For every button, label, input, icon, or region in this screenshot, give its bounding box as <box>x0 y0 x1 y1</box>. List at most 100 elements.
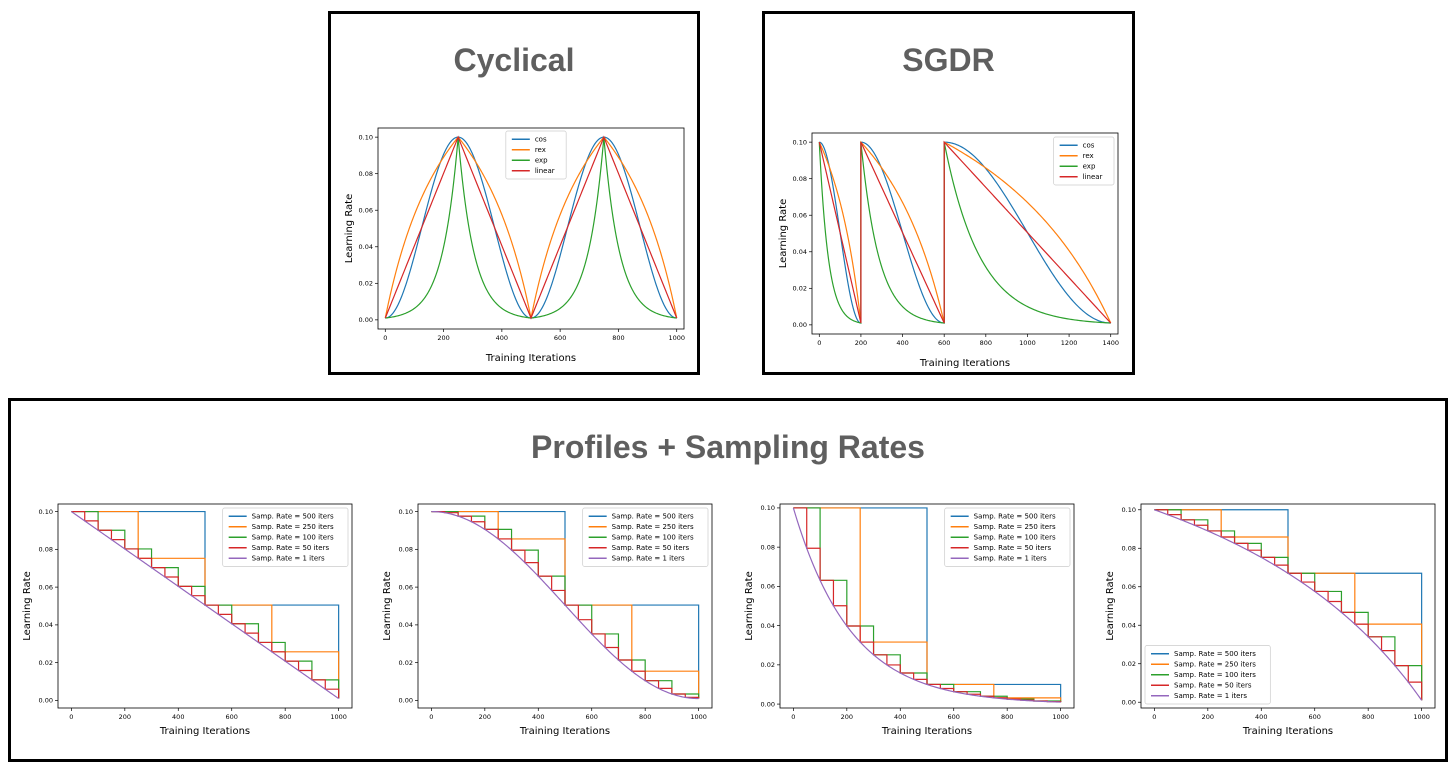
legend-entry: rex <box>1083 152 1094 160</box>
legend-entry: cos <box>535 136 547 144</box>
profile-rex-chart: 0 200 400 600 800 1000 0.00 0.02 0.04 0.06 0.08 0.1… <box>1105 503 1436 737</box>
x-tick-label: 600 <box>226 713 238 721</box>
x-ticks: 0 200 400 600 800 1000 <box>791 708 1069 721</box>
x-tick-label: 800 <box>279 713 291 721</box>
legend-entry: Samp. Rate = 100 iters <box>974 534 1056 542</box>
y-tick-label: 0.08 <box>359 170 373 178</box>
series-lines <box>384 135 678 320</box>
y-tick-label: 0.08 <box>399 546 413 554</box>
legend-entry: Samp. Rate = 50 iters <box>612 544 690 552</box>
x-tick-label: 600 <box>554 334 566 342</box>
legend-entry: Samp. Rate = 100 iters <box>1174 671 1256 679</box>
series-line-linear <box>384 135 678 320</box>
x-tick-label: 1000 <box>330 713 347 721</box>
y-tick-label: 0.08 <box>1122 545 1136 553</box>
x-tick-label: 400 <box>496 334 508 342</box>
y-ticks: 0.00 0.02 0.04 0.06 0.08 0.10 <box>39 508 58 705</box>
x-tick-label: 400 <box>172 713 184 721</box>
legend-entry: Samp. Rate = 50 iters <box>974 544 1052 552</box>
y-tick-label: 0.04 <box>39 621 53 629</box>
y-ticks: 0.00 0.02 0.04 0.06 0.08 0.10 <box>359 133 378 324</box>
y-tick-label: 0.06 <box>1122 583 1136 591</box>
legend-entry: Samp. Rate = 500 iters <box>1174 650 1256 658</box>
legend-entry: Samp. Rate = 500 iters <box>974 513 1056 521</box>
profile-exp-chart: 0 200 400 600 800 1000 0.00 0.02 0.04 0.06 0.08 0.1… <box>744 503 1075 737</box>
series-line-exp <box>818 142 1111 324</box>
y-tick-label: 0.06 <box>399 583 413 591</box>
x-tick-label: 200 <box>841 713 853 721</box>
series-lines <box>818 140 1112 324</box>
legend-entry: Samp. Rate = 100 iters <box>612 534 694 542</box>
x-tick-label: 600 <box>938 339 950 347</box>
y-tick-label: 0.04 <box>359 243 373 251</box>
legend-entry: Samp. Rate = 250 iters <box>252 523 334 531</box>
series-lines <box>431 510 700 700</box>
legend-entry: Samp. Rate = 100 iters <box>252 534 334 542</box>
x-axis-label: Training Iterations <box>519 726 610 737</box>
legend: cos rex exp linear <box>1053 136 1115 186</box>
x-tick-label: 0 <box>1152 713 1156 721</box>
legend-box <box>222 507 349 567</box>
y-axis-label: Learning Rate <box>1105 571 1116 641</box>
y-tick-label: 0.08 <box>761 543 775 551</box>
legend-entry: Samp. Rate = 500 iters <box>252 513 334 521</box>
y-ticks: 0.00 0.02 0.04 0.06 0.08 0.10 <box>793 138 812 329</box>
legend-box <box>505 130 567 180</box>
y-tick-label: 0.06 <box>761 583 775 591</box>
legend: Samp. Rate = 500 iters Samp. Rate = 250 i… <box>222 507 349 567</box>
sgdr-chart: 0 200 400 600 800 1000 1200 14000.000.020.040.0… <box>778 132 1119 369</box>
profile-linear-chart: 0 200 400 600 800 1000 0.00 0.02 0.04 0.06 0.08 0.1… <box>22 503 353 737</box>
y-tick-label: 0.10 <box>1122 506 1136 514</box>
x-axis-label: Training Iterations <box>1242 726 1333 737</box>
legend-entry: Samp. Rate = 250 iters <box>1174 661 1256 669</box>
cyclical-chart: 0 200 400 600 800 1000 0.00 0.02 0.04 0.06 0.08 0.1… <box>344 127 685 364</box>
legend-entry: Samp. Rate = 50 iters <box>1174 682 1252 690</box>
x-axis-label: Training Iterations <box>919 358 1010 369</box>
x-tick-label: 200 <box>119 713 131 721</box>
y-tick-label: 0.08 <box>39 546 53 554</box>
x-tick-label: 0 <box>383 334 387 342</box>
cyclical-title: Cyclical <box>453 42 575 78</box>
legend-entry: Samp. Rate = 50 iters <box>252 544 330 552</box>
x-ticks: 0 200 400 600 800 1000 <box>69 708 347 721</box>
y-tick-label: 0.00 <box>793 321 807 329</box>
y-tick-label: 0.10 <box>793 138 807 146</box>
series-line-linear <box>818 140 1112 324</box>
x-tick-label: 0 <box>791 713 795 721</box>
y-tick-label: 0.10 <box>359 133 373 141</box>
x-tick-label: 800 <box>1362 713 1374 721</box>
x-tick-label: 800 <box>639 713 651 721</box>
y-tick-label: 0.00 <box>399 697 413 705</box>
x-ticks: 0 200 400 600 800 1000 <box>383 329 685 342</box>
x-tick-label: 400 <box>896 339 908 347</box>
y-tick-label: 0.02 <box>761 661 775 669</box>
profile-cos-chart: 0 200 400 600 800 1000 0.00 0.02 0.04 0.06 0.08 0.1… <box>382 503 713 737</box>
legend-entry: Samp. Rate = 500 iters <box>612 513 694 521</box>
series-lines <box>792 507 1062 703</box>
y-tick-label: 0.02 <box>399 659 413 667</box>
legend-box <box>1053 136 1115 186</box>
y-tick-label: 0.08 <box>793 175 807 183</box>
x-tick-label: 400 <box>1255 713 1267 721</box>
x-tick-label: 600 <box>1309 713 1321 721</box>
x-axis-label: Training Iterations <box>159 726 250 737</box>
x-tick-label: 200 <box>855 339 867 347</box>
legend-entry: cos <box>1083 142 1095 150</box>
y-tick-label: 0.04 <box>399 621 413 629</box>
legend-entry: Samp. Rate = 1 iters <box>974 555 1047 563</box>
x-tick-label: 1000 <box>1413 713 1430 721</box>
y-tick-label: 0.10 <box>399 508 413 516</box>
y-tick-label: 0.00 <box>1122 699 1136 707</box>
x-tick-label: 800 <box>612 334 624 342</box>
legend-entry: Samp. Rate = 1 iters <box>612 555 685 563</box>
x-tick-label: 800 <box>980 339 992 347</box>
legend-box <box>944 507 1071 567</box>
y-axis-label: Learning Rate <box>382 571 393 641</box>
series-lines <box>71 510 340 700</box>
legend-entry: Samp. Rate = 1 iters <box>1174 692 1247 700</box>
x-tick-label: 0 <box>817 339 821 347</box>
y-axis-label: Learning Rate <box>22 571 33 641</box>
y-tick-label: 0.00 <box>359 316 373 324</box>
y-tick-label: 0.02 <box>793 285 807 293</box>
legend-entry: Samp. Rate = 1 iters <box>252 555 325 563</box>
